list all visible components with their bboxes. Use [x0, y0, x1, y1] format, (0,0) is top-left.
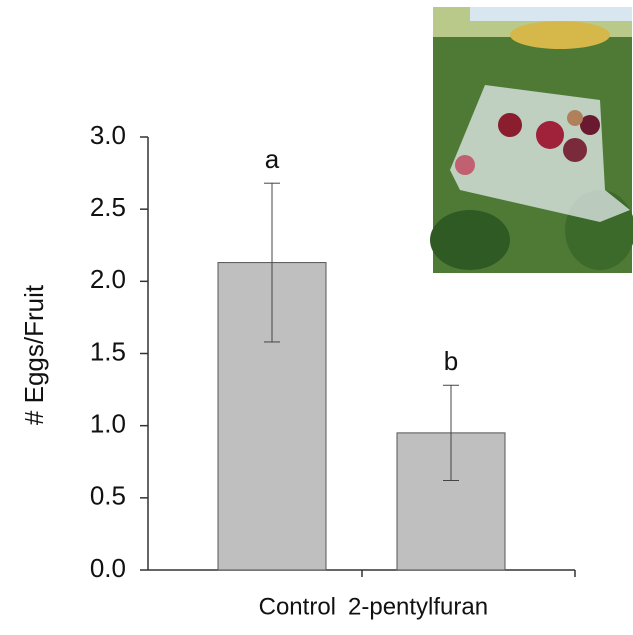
y-axis-label: # Eggs/Fruit	[19, 284, 49, 425]
y-tick-label: 0.5	[90, 481, 126, 511]
x-tick-label: Control	[259, 593, 336, 620]
y-tick-label: 2.0	[90, 264, 126, 294]
y-tick-label: 1.0	[90, 409, 126, 439]
y-tick-label: 3.0	[90, 120, 126, 150]
x-tick-label: 2-pentylfuran	[348, 593, 488, 620]
significance-letter: b	[444, 346, 458, 376]
significance-letter: a	[265, 144, 280, 174]
chart: # Eggs/Fruit 0.0 0.5 1.0 1.5 2.0 2.5 3.0 a b Cont…	[0, 0, 633, 635]
y-tick-label: 0.0	[90, 553, 126, 583]
y-tick-label: 2.5	[90, 192, 126, 222]
y-tick-label: 1.5	[90, 336, 126, 366]
inset-photo	[430, 7, 633, 273]
